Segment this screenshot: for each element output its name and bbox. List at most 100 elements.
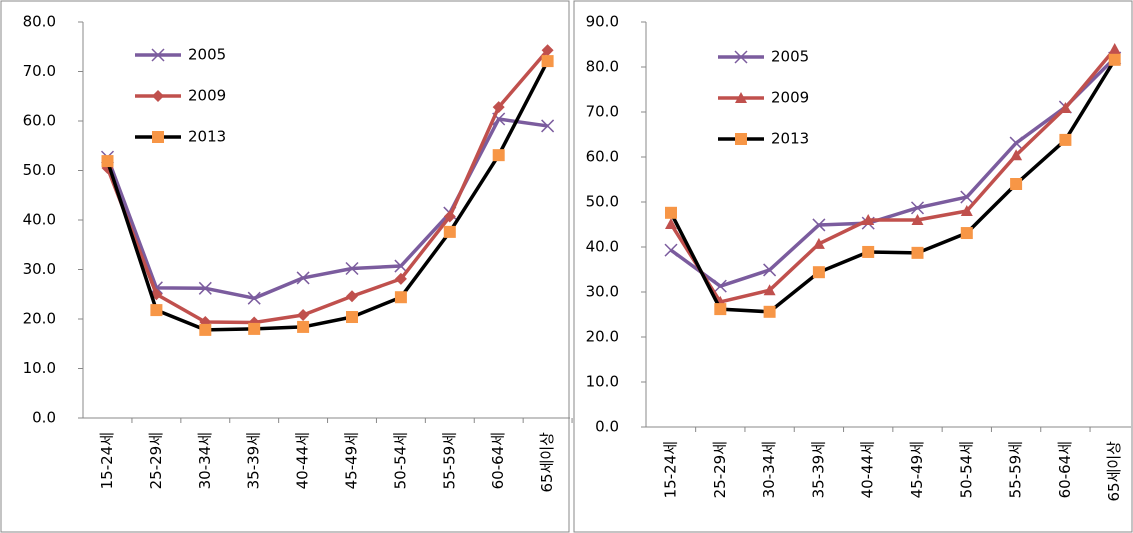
data-point: [1010, 149, 1023, 161]
data-point: [443, 225, 456, 238]
y-tick-label: 30.0: [586, 283, 619, 301]
data-point: [541, 44, 554, 57]
data-point: [960, 205, 973, 216]
panel-frame: [573, 0, 1133, 533]
series-line: [669, 47, 1117, 304]
data-point: [812, 237, 825, 249]
data-point: [714, 303, 727, 316]
x-tick-label: 65세이상: [1105, 441, 1123, 502]
data-point: [199, 323, 212, 336]
data-point: [1108, 53, 1121, 66]
series-line: [105, 60, 550, 332]
x-tick-label: 35-39세: [245, 432, 263, 489]
y-tick-label: 80.0: [586, 58, 619, 76]
data-point: [247, 291, 261, 305]
legend-marker: [734, 50, 748, 64]
x-tick-label: 45-49세: [908, 441, 926, 498]
legend-label: 2013: [771, 130, 809, 148]
x-tick-label: 25-29세: [711, 441, 729, 498]
data-point: [394, 259, 408, 273]
legend-marker: [735, 133, 747, 145]
data-point: [492, 101, 505, 114]
x-tick-label: 50-54세: [957, 441, 975, 498]
data-point: [665, 218, 677, 230]
x-tick-label: 60-64세: [1056, 441, 1074, 498]
data-point: [664, 243, 678, 257]
data-point: [101, 155, 114, 168]
data-point: [812, 266, 825, 279]
x-tick-label: 30-34세: [760, 441, 778, 498]
y-tick-label: 70.0: [586, 103, 619, 121]
y-tick-label: 80.0: [23, 13, 56, 31]
x-tick-label: 15-24세: [98, 432, 116, 489]
legend-label: 2005: [771, 48, 809, 66]
data-point: [910, 201, 925, 215]
y-tick-label: 30.0: [23, 260, 56, 278]
y-tick-label: 40.0: [586, 238, 619, 256]
y-tick-label: 20.0: [586, 328, 619, 346]
data-point: [541, 55, 554, 68]
y-tick-label: 20.0: [23, 310, 56, 328]
legend-marker: [152, 90, 164, 102]
x-tick-label: 55-59세: [440, 432, 458, 489]
y-tick-label: 50.0: [23, 161, 56, 179]
x-tick-label: 60-64세: [489, 432, 507, 489]
data-point: [541, 119, 555, 133]
x-tick-label: 55-59세: [1007, 441, 1025, 498]
panel-frame: [0, 0, 570, 533]
legend-label: 2005: [188, 46, 226, 64]
y-tick-label: 60.0: [23, 112, 56, 130]
y-tick-label: 90.0: [586, 13, 619, 31]
y-tick-label: 60.0: [586, 148, 619, 166]
legend-marker: [735, 92, 747, 103]
data-point: [1108, 43, 1121, 54]
legend-marker: [151, 48, 165, 62]
legend-label: 2009: [771, 89, 809, 107]
data-point: [150, 304, 163, 317]
data-point: [345, 261, 359, 276]
data-point: [297, 309, 310, 322]
legend-label: 2009: [188, 87, 226, 105]
x-tick-label: 45-49세: [343, 432, 361, 489]
x-tick-label: 40-44세: [294, 432, 312, 489]
x-tick-label: 25-29세: [147, 432, 165, 489]
data-point: [960, 227, 973, 240]
x-tick-label: 35-39세: [809, 441, 827, 498]
data-point: [763, 263, 777, 277]
y-tick-label: 0.0: [32, 409, 56, 427]
x-tick-label: 65세이상: [538, 432, 556, 493]
series-line: [669, 56, 1116, 288]
data-point: [443, 210, 456, 223]
data-point: [296, 271, 310, 285]
legend-marker: [152, 131, 164, 143]
data-point: [911, 246, 924, 259]
data-point: [1059, 101, 1072, 113]
data-point: [862, 245, 875, 258]
data-point: [198, 281, 212, 295]
data-point: [763, 305, 776, 318]
y-tick-label: 0.0: [595, 418, 619, 436]
data-point: [763, 284, 776, 296]
data-point: [346, 311, 358, 324]
y-tick-label: 10.0: [23, 359, 56, 377]
x-tick-label: 30-34세: [196, 432, 214, 489]
data-point: [960, 190, 974, 204]
x-tick-label: 50-54세: [391, 432, 409, 489]
x-tick-label: 15-24세: [662, 441, 680, 498]
data-point: [713, 279, 727, 293]
data-point: [297, 320, 310, 333]
data-point: [1010, 178, 1023, 190]
data-point: [346, 290, 358, 303]
data-point: [394, 291, 407, 304]
series-line: [669, 58, 1117, 314]
data-point: [862, 214, 875, 225]
y-tick-label: 40.0: [23, 211, 56, 229]
y-tick-label: 50.0: [586, 193, 619, 211]
data-point: [1009, 136, 1023, 150]
data-point: [492, 149, 505, 162]
data-point: [911, 214, 924, 225]
data-point: [394, 272, 407, 285]
x-tick-label: 40-44세: [859, 441, 877, 498]
legend-label: 2013: [188, 128, 226, 146]
